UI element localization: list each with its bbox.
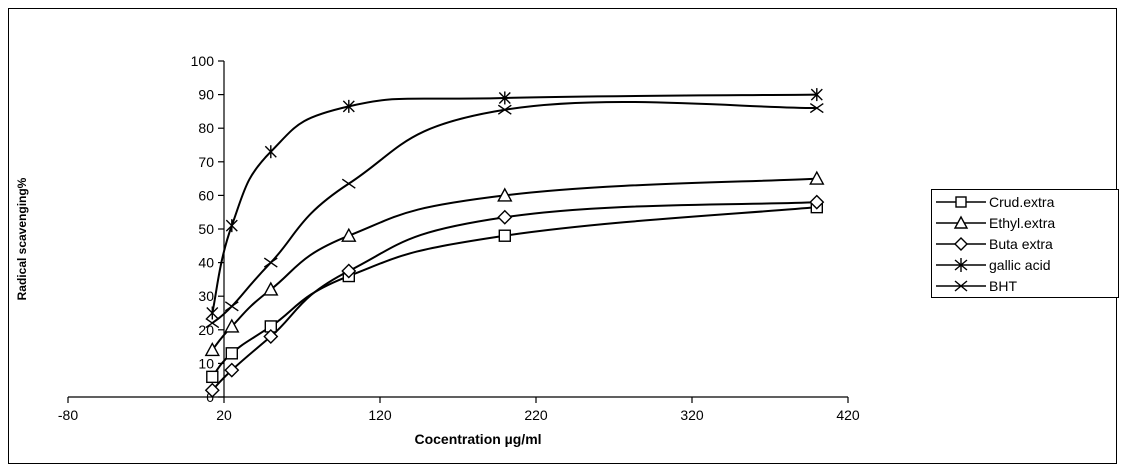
series-crud-extra-point: [225, 347, 239, 360]
series-ethyl-extra-point: [809, 170, 825, 185]
x-tick-label: 120: [368, 407, 392, 423]
series-buta-extra-point: [809, 194, 825, 210]
series-buta-extra-line: [211, 201, 817, 391]
legend-marker-x: [936, 280, 986, 292]
y-tick-label: 60: [198, 187, 214, 203]
series-crud-extra-line: [211, 206, 817, 378]
y-tick-label: 90: [198, 87, 214, 103]
series-bht-point: [497, 104, 512, 115]
chart-legend: Crud.extra Ethyl.extra Buta extra gallic…: [931, 189, 1119, 298]
series-bht-point: [263, 257, 278, 268]
legend-item-ethyl-extra: Ethyl.extra: [932, 213, 1118, 233]
series-buta-extra-point: [263, 329, 279, 345]
y-axis-title: Radical scavenging%: [15, 177, 29, 300]
x-tick-label: 320: [680, 407, 704, 423]
series-bht-point: [224, 301, 239, 312]
series-buta-extra-point: [204, 382, 220, 398]
series-crud-extra-point: [206, 370, 219, 384]
x-axis-title: Cocentration µg/ml: [414, 431, 541, 447]
x-tick-label: -80: [58, 407, 78, 423]
legend-item-crud-extra: Crud.extra: [932, 192, 1118, 212]
x-tick-label: 20: [216, 407, 232, 423]
legend-label: Crud.extra: [989, 194, 1055, 210]
y-tick-label: 100: [191, 53, 215, 69]
y-tick-label: 50: [198, 221, 214, 237]
series-buta-extra-point: [341, 263, 357, 279]
series-ethyl-extra-point: [204, 341, 220, 357]
legend-marker-asterisk: [936, 258, 986, 272]
series-crud-extra-point: [498, 229, 511, 242]
legend-marker-triangle: [936, 215, 986, 229]
x-tick-label: 420: [836, 407, 860, 423]
legend-item-buta-extra: Buta extra: [932, 234, 1118, 254]
y-tick-label: 30: [198, 288, 214, 304]
series-bht-point: [341, 178, 356, 189]
legend-marker-diamond: [936, 237, 986, 251]
series-ethyl-extra-point: [497, 187, 513, 202]
y-tick-label: 80: [198, 120, 214, 136]
legend-marker-square: [936, 196, 986, 208]
series-buta-extra-point: [224, 362, 240, 378]
legend-label: gallic acid: [989, 257, 1051, 273]
y-tick-label: 0: [206, 389, 214, 405]
series-bht-line: [211, 100, 817, 324]
y-tick-label: 20: [198, 322, 214, 338]
legend-item-bht: BHT: [932, 276, 1118, 296]
y-tick-label: 10: [198, 355, 214, 371]
series-bht-point: [809, 102, 824, 114]
legend-label: Buta extra: [989, 236, 1053, 252]
y-tick-label: 40: [198, 255, 214, 271]
legend-item-gallic-acid: gallic acid: [932, 255, 1118, 275]
series-ethyl-extra-point: [341, 227, 357, 242]
x-tick-label: 220: [524, 407, 548, 423]
series-bht-point: [205, 318, 220, 329]
y-tick-label: 70: [198, 154, 214, 170]
series-ethyl-extra-point: [224, 318, 240, 333]
series-buta-extra-point: [497, 209, 513, 225]
legend-label: BHT: [989, 278, 1017, 294]
legend-label: Ethyl.extra: [989, 215, 1056, 231]
series-ethyl-extra-point: [263, 281, 279, 296]
